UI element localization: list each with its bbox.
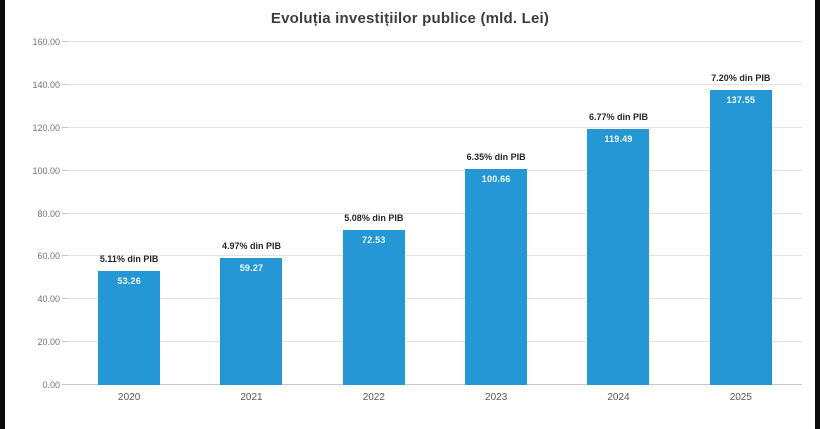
y-tick-label: 120.00 (32, 122, 60, 133)
bar: 59.27 (220, 257, 283, 385)
gridline (68, 298, 802, 300)
y-tick-label: 20.00 (37, 337, 60, 348)
y-tick-label: 0.00 (42, 380, 60, 390)
x-axis-label: 2021 (240, 392, 263, 403)
bar-group: 6.35% din PIB 100.66 2023 (435, 42, 557, 403)
bar-annotation-pib: 7.20% din PIB (711, 73, 771, 84)
x-axis-line (68, 384, 802, 385)
bar: 100.66 (465, 169, 528, 385)
bar-annotation-pib: 6.77% din PIB (588, 111, 648, 122)
gridline (68, 169, 802, 171)
gridline (68, 83, 802, 85)
bar-annotation-pib: 4.97% din PIB (221, 240, 281, 251)
y-tick-mark (62, 384, 68, 385)
gridline (68, 255, 802, 257)
x-axis-label: 2020 (118, 392, 141, 403)
y-tick-mark (62, 169, 68, 171)
bar: 53.26 (98, 270, 161, 385)
gridline (68, 41, 802, 42)
bar-value-label: 59.27 (239, 262, 264, 273)
bar-annotation-pib: 5.11% din PIB (99, 253, 159, 264)
y-axis: 0.00 20.00 40.00 60.00 80.00 100.00 120.00 140.… (0, 37, 60, 390)
y-tick-mark (62, 83, 68, 85)
y-tick-mark (62, 255, 68, 257)
bar: 137.55 (709, 90, 772, 385)
bar-group: 6.77% din PIB 119.49 2024 (557, 42, 679, 403)
bar-value-label: 119.49 (604, 133, 633, 144)
bar-group: 5.11% din PIB 53.26 2020 (68, 42, 190, 403)
plot-area: 5.11% din PIB 53.26 2020 4.97% din PIB 59.27… (62, 41, 802, 403)
bar-value-label: 72.53 (362, 234, 386, 245)
x-axis-label: 2022 (362, 392, 385, 403)
x-axis-label: 2025 (729, 392, 752, 403)
bar-annotation-pib: 6.35% din PIB (466, 152, 526, 163)
bar-value-label: 53.26 (117, 275, 141, 286)
bar: 72.53 (342, 229, 405, 385)
y-tick-mark (62, 41, 68, 42)
y-tick-label: 100.00 (32, 165, 60, 176)
screenshot-border-right (815, 0, 820, 429)
bar-annotation-pib: 5.08% din PIB (344, 212, 404, 223)
bar: 119.49 (587, 128, 650, 385)
y-tick-mark (62, 126, 68, 128)
bar-value-label: 137.55 (726, 95, 756, 106)
gridline (68, 212, 802, 214)
bar-value-label: 100.66 (481, 174, 511, 185)
screenshot-border-left (0, 0, 5, 429)
bar-group: 4.97% din PIB 59.27 2021 (190, 42, 312, 403)
x-axis-label: 2023 (485, 392, 508, 403)
y-tick-label: 140.00 (32, 79, 60, 90)
y-tick-label: 40.00 (37, 294, 60, 305)
y-tick-label: 160.00 (32, 37, 60, 47)
gridline (68, 126, 802, 128)
y-tick-mark (62, 212, 68, 214)
chart-title: Evoluția investițiilor publice (mld. Lei… (270, 10, 550, 27)
y-tick-label: 80.00 (37, 208, 60, 219)
bar-group: 7.20% din PIB 137.55 2025 (680, 42, 802, 403)
y-tick-mark (62, 298, 68, 300)
gridline (68, 341, 802, 343)
bar-group: 5.08% din PIB 72.53 2022 (313, 42, 435, 403)
y-tick-mark (62, 341, 68, 343)
x-axis-label: 2024 (607, 392, 630, 403)
y-tick-label: 60.00 (37, 251, 60, 262)
